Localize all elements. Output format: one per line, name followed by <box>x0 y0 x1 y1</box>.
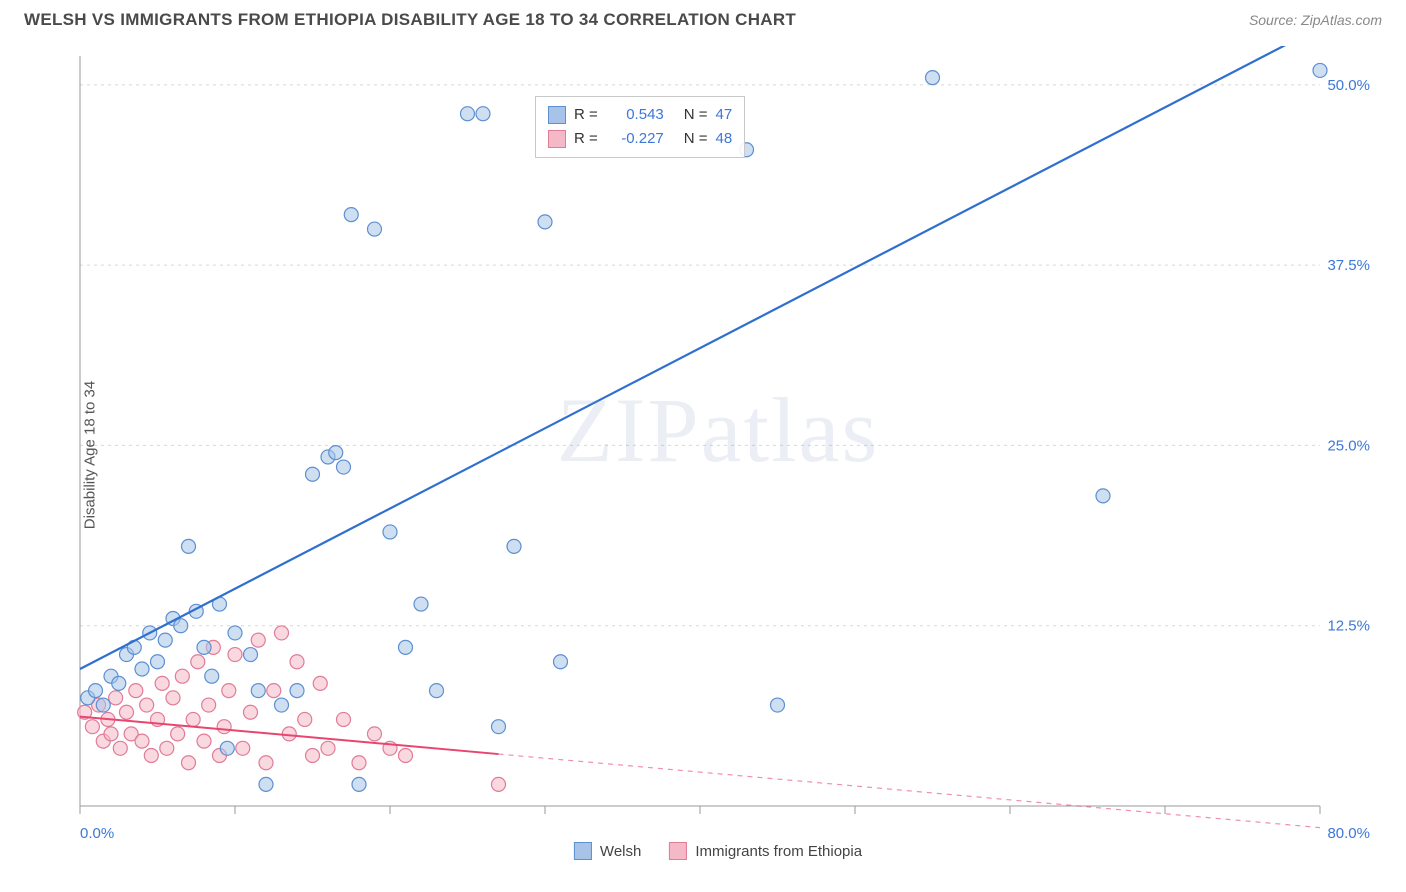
n-value: 48 <box>716 127 733 151</box>
n-value: 47 <box>716 103 733 127</box>
stats-row: R = 0.543 N = 47 <box>548 103 732 127</box>
r-label: R = <box>574 103 598 127</box>
r-value: 0.543 <box>606 103 664 127</box>
svg-text:37.5%: 37.5% <box>1327 257 1370 274</box>
svg-text:0.0%: 0.0% <box>80 825 114 842</box>
legend-label: Welsh <box>600 843 641 860</box>
r-value: -0.227 <box>606 127 664 151</box>
y-axis-label: Disability Age 18 to 34 <box>82 381 99 529</box>
chart-title: WELSH VS IMMIGRANTS FROM ETHIOPIA DISABI… <box>24 10 796 30</box>
correlation-stats-box: R = 0.543 N = 47 R = -0.227 N = 48 <box>535 96 745 158</box>
legend-swatch <box>574 842 592 860</box>
series-swatch <box>548 130 566 148</box>
series-legend: Welsh Immigrants from Ethiopia <box>574 842 862 860</box>
scatter-chart: 12.5% 25.0% 37.5% 50.0% 0.0% 80.0% <box>50 46 1386 864</box>
source-attribution: Source: ZipAtlas.com <box>1249 12 1382 28</box>
r-label: R = <box>574 127 598 151</box>
stats-row: R = -0.227 N = 48 <box>548 127 732 151</box>
chart-container: Disability Age 18 to 34 12.5% 25.0% 37.5% 5… <box>50 46 1386 864</box>
legend-item: Welsh <box>574 842 641 860</box>
svg-text:50.0%: 50.0% <box>1327 77 1370 94</box>
svg-text:80.0%: 80.0% <box>1327 825 1370 842</box>
legend-label: Immigrants from Ethiopia <box>695 843 862 860</box>
svg-text:25.0%: 25.0% <box>1327 437 1370 454</box>
legend-item: Immigrants from Ethiopia <box>669 842 862 860</box>
series-swatch <box>548 106 566 124</box>
legend-swatch <box>669 842 687 860</box>
n-label: N = <box>684 127 708 151</box>
n-label: N = <box>684 103 708 127</box>
svg-text:12.5%: 12.5% <box>1327 618 1370 635</box>
